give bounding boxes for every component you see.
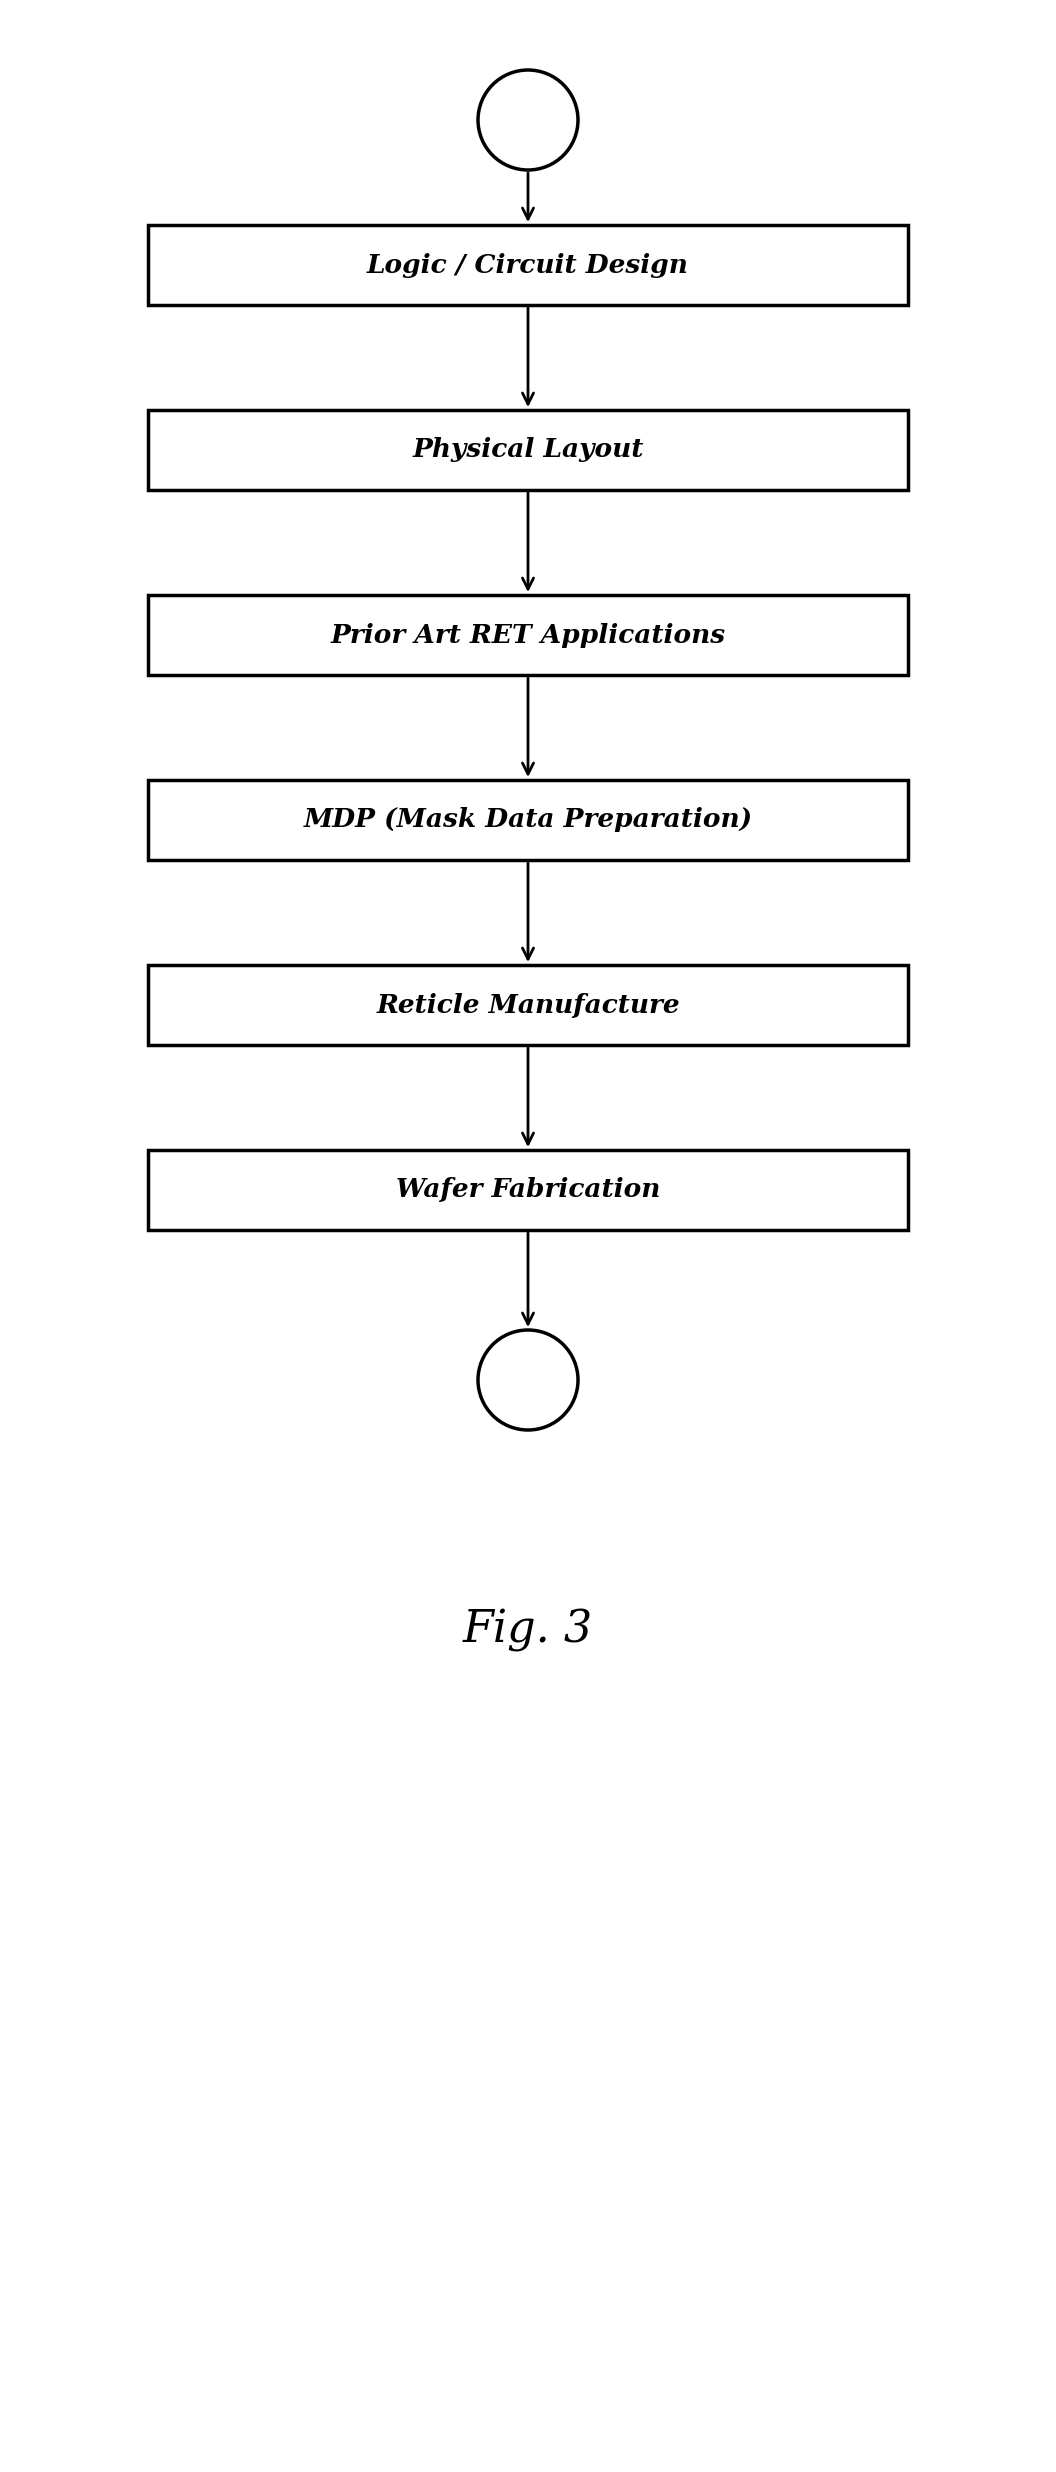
Text: Reticle Manufacture: Reticle Manufacture <box>376 991 680 1018</box>
Text: Fig. 3: Fig. 3 <box>463 1609 593 1651</box>
Text: Wafer Fabrication: Wafer Fabrication <box>396 1177 660 1201</box>
FancyBboxPatch shape <box>148 964 908 1046</box>
FancyBboxPatch shape <box>148 410 908 489</box>
Text: Logic / Circuit Design: Logic / Circuit Design <box>367 252 689 277</box>
Text: Physical Layout: Physical Layout <box>412 438 644 462</box>
Text: Prior Art RET Applications: Prior Art RET Applications <box>331 623 725 648</box>
FancyBboxPatch shape <box>148 225 908 304</box>
FancyBboxPatch shape <box>148 1149 908 1231</box>
FancyBboxPatch shape <box>148 596 908 675</box>
FancyBboxPatch shape <box>148 781 908 860</box>
Text: MDP (Mask Data Preparation): MDP (Mask Data Preparation) <box>303 808 753 833</box>
